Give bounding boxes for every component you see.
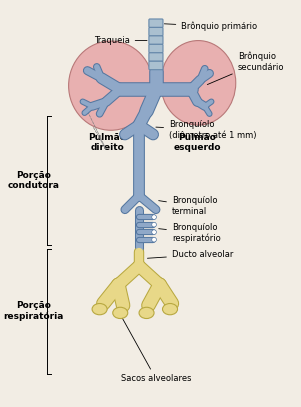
Text: Sacos alveolares: Sacos alveolares xyxy=(120,313,191,383)
Text: Brônquio primário: Brônquio primário xyxy=(164,22,257,31)
FancyBboxPatch shape xyxy=(149,19,163,27)
Ellipse shape xyxy=(163,304,178,315)
Text: Ducto alveolar: Ducto alveolar xyxy=(147,250,233,259)
FancyBboxPatch shape xyxy=(149,27,163,36)
FancyBboxPatch shape xyxy=(149,36,163,44)
Circle shape xyxy=(152,230,157,234)
Text: Pulmão
direito: Pulmão direito xyxy=(88,133,126,152)
Text: Bronquíolo
(diâmetro até 1 mm): Bronquíolo (diâmetro até 1 mm) xyxy=(156,120,256,140)
Ellipse shape xyxy=(161,41,236,125)
Text: Bronquíolo
terminal: Bronquíolo terminal xyxy=(159,197,217,216)
Ellipse shape xyxy=(69,41,153,130)
Text: Bronquíolo
respiratório: Bronquíolo respiratório xyxy=(159,223,221,243)
Circle shape xyxy=(152,237,157,242)
Circle shape xyxy=(152,215,157,219)
Text: Brônquio
secundário: Brônquio secundário xyxy=(207,52,284,85)
Text: Pulmão
esquerdo: Pulmão esquerdo xyxy=(173,133,221,152)
Text: Porção
condutora: Porção condutora xyxy=(8,171,60,190)
Circle shape xyxy=(152,222,157,227)
FancyBboxPatch shape xyxy=(149,53,163,61)
FancyBboxPatch shape xyxy=(149,61,163,70)
Text: Porção
respiratória: Porção respiratória xyxy=(4,301,64,321)
Ellipse shape xyxy=(113,307,128,319)
Text: Traqueia: Traqueia xyxy=(94,36,147,45)
Ellipse shape xyxy=(92,304,107,315)
Ellipse shape xyxy=(139,307,154,319)
FancyBboxPatch shape xyxy=(149,44,163,53)
